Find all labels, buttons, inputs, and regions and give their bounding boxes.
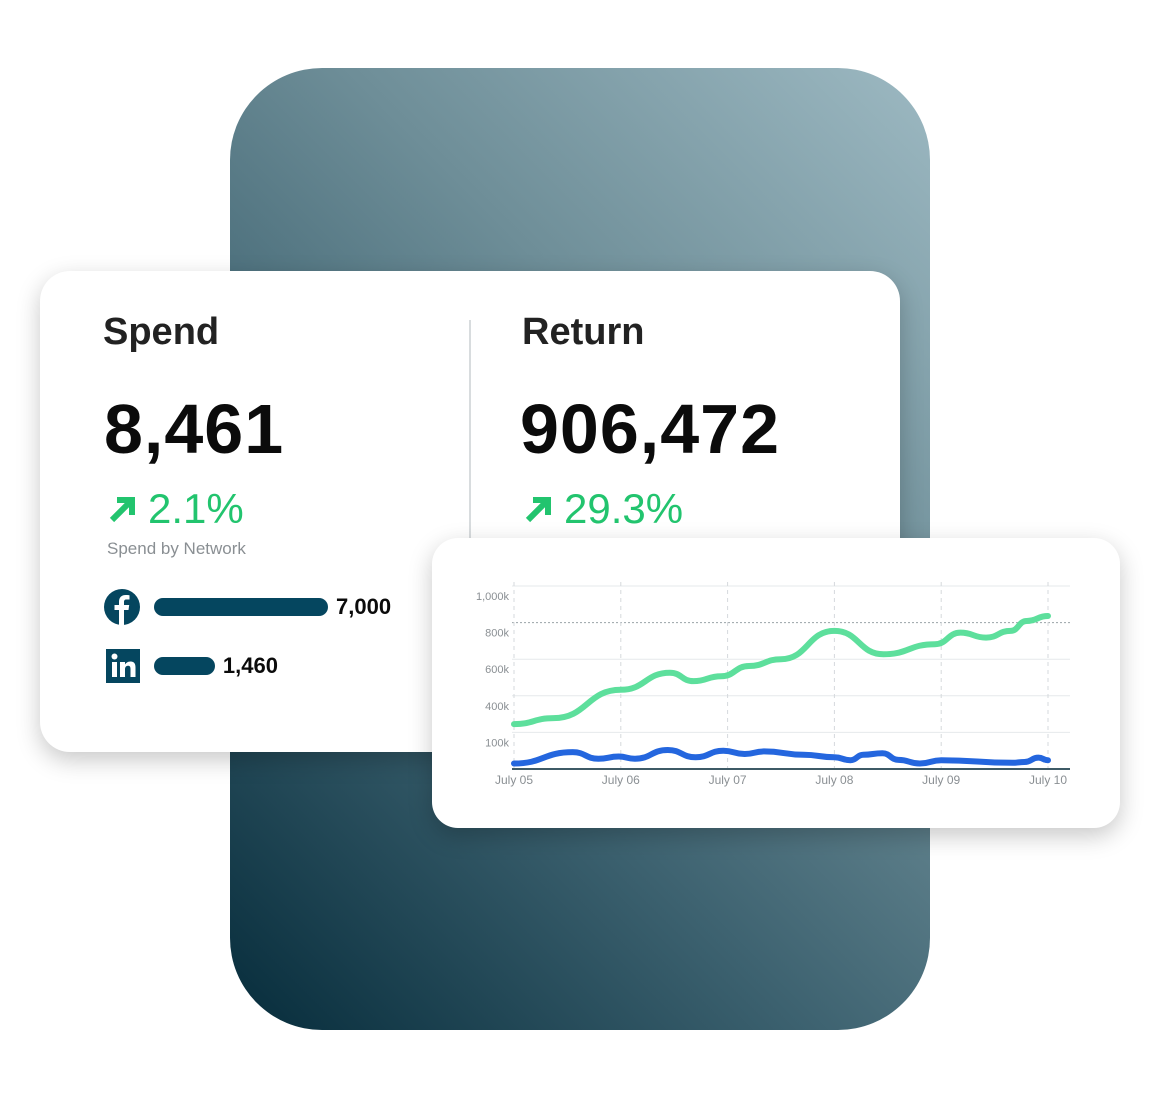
facebook-spend-value: 7,000 xyxy=(336,594,392,619)
facebook-spend-bar xyxy=(154,598,328,616)
x-tick-label: July 07 xyxy=(709,773,747,787)
network-row-facebook: 7,000 xyxy=(104,589,391,625)
x-tick-label: July 09 xyxy=(922,773,960,787)
linkedin-spend-bar xyxy=(154,657,215,675)
linkedin-spend-value: 1,460 xyxy=(222,653,278,678)
arrow-up-right-icon xyxy=(109,497,135,523)
divider xyxy=(469,320,471,540)
arrow-up-right-icon xyxy=(525,497,551,523)
line-chart: 1,000k 800k 600k 400k 100k July 05 July 06 July… xyxy=(476,582,1070,787)
y-tick-label: 800k xyxy=(485,628,509,640)
spend-change: 2.1% xyxy=(108,485,244,533)
y-tick-label: 600k xyxy=(485,664,509,676)
x-tick-label: July 05 xyxy=(495,773,533,787)
return-title: Return xyxy=(522,311,645,353)
network-row-linkedin: 1,460 xyxy=(104,648,278,684)
facebook-icon xyxy=(104,589,140,625)
linkedin-icon xyxy=(106,649,140,683)
return-change: 29.3% xyxy=(524,485,683,533)
spend-by-network-label: Spend by Network xyxy=(107,539,246,558)
y-tick-label: 400k xyxy=(485,701,509,713)
spend-value: 8,461 xyxy=(104,390,285,468)
x-tick-label: July 10 xyxy=(1029,773,1067,787)
chart-card: 1,000k 800k 600k 400k 100k July 05 July 06 July… xyxy=(432,538,1120,828)
spend-change-value: 2.1% xyxy=(148,485,244,532)
y-tick-label: 100k xyxy=(485,737,509,749)
y-tick-label: 1,000k xyxy=(476,591,510,603)
x-tick-label: July 06 xyxy=(602,773,640,787)
series-line-1 xyxy=(511,746,1051,767)
series-line-0 xyxy=(511,613,1051,728)
stats-card: Spend 8,461 2.1% Spend by Network 7,000 … xyxy=(40,271,900,752)
return-value: 906,472 xyxy=(520,390,781,468)
return-change-value: 29.3% xyxy=(564,485,684,532)
x-tick-label: July 08 xyxy=(815,773,853,787)
spend-title: Spend xyxy=(103,311,220,353)
